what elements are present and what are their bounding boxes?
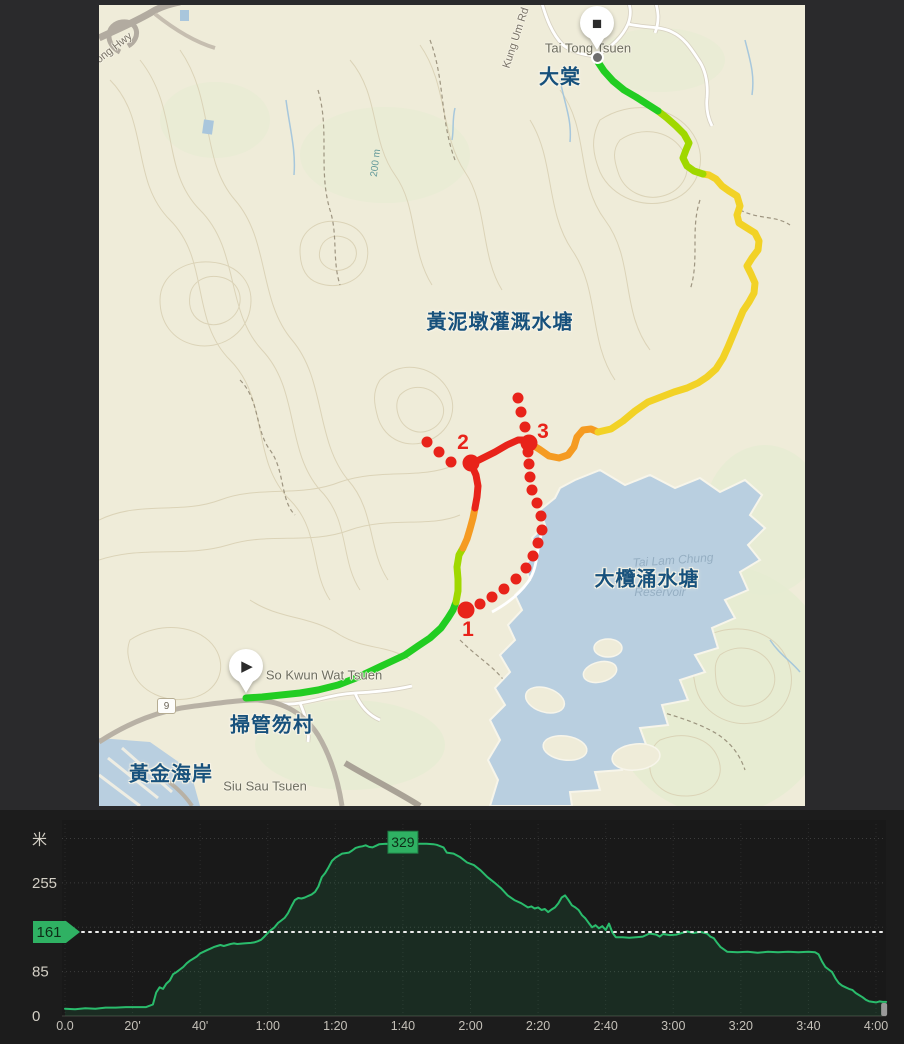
y-axis-unit-label: 米 — [32, 832, 47, 849]
x-tick-label: 1:20 — [323, 1019, 347, 1033]
basemap-svg — [99, 5, 805, 806]
label-kung-um-rd: Kung Um Rd — [500, 6, 532, 70]
planned-route-dot — [531, 497, 543, 509]
waypoint-number-3[interactable]: 3 — [537, 420, 549, 443]
label-gold-coast: 黃金海岸 — [129, 763, 213, 786]
track-segment-5 — [525, 425, 602, 462]
label-tai-tong: 大棠 — [539, 66, 581, 89]
x-tick-label: 2:20 — [526, 1019, 550, 1033]
planned-route-dot — [535, 510, 547, 522]
x-tick-label: 4:00 — [864, 1019, 888, 1033]
x-tick-label: 3:00 — [661, 1019, 685, 1033]
x-tick-label: 1:00 — [256, 1019, 280, 1033]
topo-map[interactable]: Tai Tong Tsuen 大棠 Kung Um Rd ong Hwy 200 m 黃泥… — [99, 5, 805, 806]
pond — [180, 10, 189, 21]
planned-route-dot — [524, 471, 536, 483]
x-tick-label: 1:40 — [391, 1019, 415, 1033]
elevation-chart-section: 085170255米1613290.020'40'1:001:201:402:0… — [0, 810, 904, 1044]
map-labels-layer: Tai Tong Tsuen 大棠 Kung Um Rd ong Hwy 200 m 黃泥… — [99, 5, 805, 806]
y-tick-label: 255 — [32, 875, 57, 892]
marina-piers — [99, 746, 173, 806]
trail-paths — [239, 39, 791, 771]
y-tick-label: 0 — [32, 1008, 40, 1025]
planned-route-junction-dot[interactable] — [457, 601, 475, 619]
label-reservoir-en: Reservoir — [634, 585, 686, 599]
track-segment-7 — [654, 107, 707, 178]
planned-route-dot — [519, 421, 531, 433]
x-tick-label: 3:40 — [796, 1019, 820, 1033]
waypoint-number-2[interactable]: 2 — [457, 431, 469, 454]
highway-ramp — [106, 19, 139, 55]
highway — [99, 5, 181, 42]
reference-elevation-value: 161 — [36, 924, 61, 941]
elevation-chart[interactable]: 085170255米1613290.020'40'1:001:201:402:0… — [0, 810, 904, 1044]
planned-route-dot — [433, 446, 445, 458]
planned-route-dot — [526, 484, 538, 496]
end-marker[interactable]: ■ — [580, 6, 614, 53]
peak-elevation-value: 329 — [391, 834, 415, 850]
track-segment-6 — [594, 170, 763, 436]
contour-lines — [99, 44, 792, 797]
planned-route-dot — [536, 524, 548, 536]
track-segment-8 — [594, 58, 662, 115]
x-tick-label: 3:20 — [729, 1019, 753, 1033]
x-tick-label: 40' — [192, 1019, 208, 1033]
planned-route-dot — [421, 436, 433, 448]
start-marker[interactable]: ▶ — [229, 649, 263, 696]
reference-elevation-tag — [33, 920, 80, 943]
x-tick-label: 2:00 — [458, 1019, 482, 1033]
play-icon: ▶ — [241, 657, 253, 675]
planned-route-dot — [515, 406, 527, 418]
track-segment-3 — [467, 460, 482, 512]
planned-route-dot — [520, 562, 532, 574]
label-tai-lam-chung-reservoir: 大欖涌水塘 — [594, 568, 700, 591]
elevation-line — [64, 842, 888, 1011]
label-so-kwun-wat-tsuen-en: So Kwun Wat Tsuen — [265, 667, 383, 683]
route-9-shield-label: 9 — [163, 700, 170, 712]
map-section: Tai Tong Tsuen 大棠 Kung Um Rd ong Hwy 200 m 黃泥… — [0, 0, 904, 810]
castle-peak-road — [343, 760, 422, 806]
water-areas — [99, 10, 801, 806]
pond — [202, 119, 214, 135]
label-so-kwun-wat-tsuen: 掃管笏村 — [230, 714, 314, 737]
track-segment-0 — [242, 598, 460, 702]
label-wong-nai-tun-reservoir: 黃泥墩灌溉水塘 — [426, 311, 574, 334]
planned-route-dot — [512, 392, 524, 404]
planned-route-dot — [510, 573, 522, 585]
y-tick-label: 85 — [32, 964, 49, 981]
planned-route-dot — [445, 456, 457, 468]
label-long-hwy: ong Hwy — [99, 30, 135, 66]
chart-scrubber-handle[interactable] — [881, 1003, 888, 1016]
planned-route-dot — [498, 583, 510, 595]
track-segment-1 — [452, 544, 467, 606]
waypoint-number-1[interactable]: 1 — [462, 618, 474, 641]
planned-route-dot — [532, 537, 544, 549]
planned-route-dot — [523, 458, 535, 470]
planned-route-dot — [474, 598, 486, 610]
x-tick-label: 0.0 — [56, 1019, 73, 1033]
highway-branch — [153, 12, 216, 50]
label-siu-sau-tsuen: Siu Sau Tsuen — [223, 778, 307, 794]
peak-elevation-badge — [387, 830, 419, 854]
planned-route-junction-dot[interactable] — [462, 454, 480, 472]
local-road — [149, 768, 194, 806]
reservoir-islands — [524, 638, 661, 771]
label-200m-contour: 200 m — [368, 148, 384, 178]
planned-route-junction-dot[interactable] — [520, 434, 538, 452]
route-9-shield: 9 — [157, 698, 176, 714]
track-overlay-svg — [242, 58, 763, 702]
x-tick-label: 2:40 — [593, 1019, 617, 1033]
track-segment-2 — [459, 504, 479, 552]
x-tick-label: 20' — [124, 1019, 140, 1033]
streams — [285, 39, 801, 673]
planned-route-dot — [486, 591, 498, 603]
planned-route-dot — [527, 550, 539, 562]
stop-icon: ■ — [591, 13, 603, 33]
elevation-area — [65, 843, 887, 1016]
